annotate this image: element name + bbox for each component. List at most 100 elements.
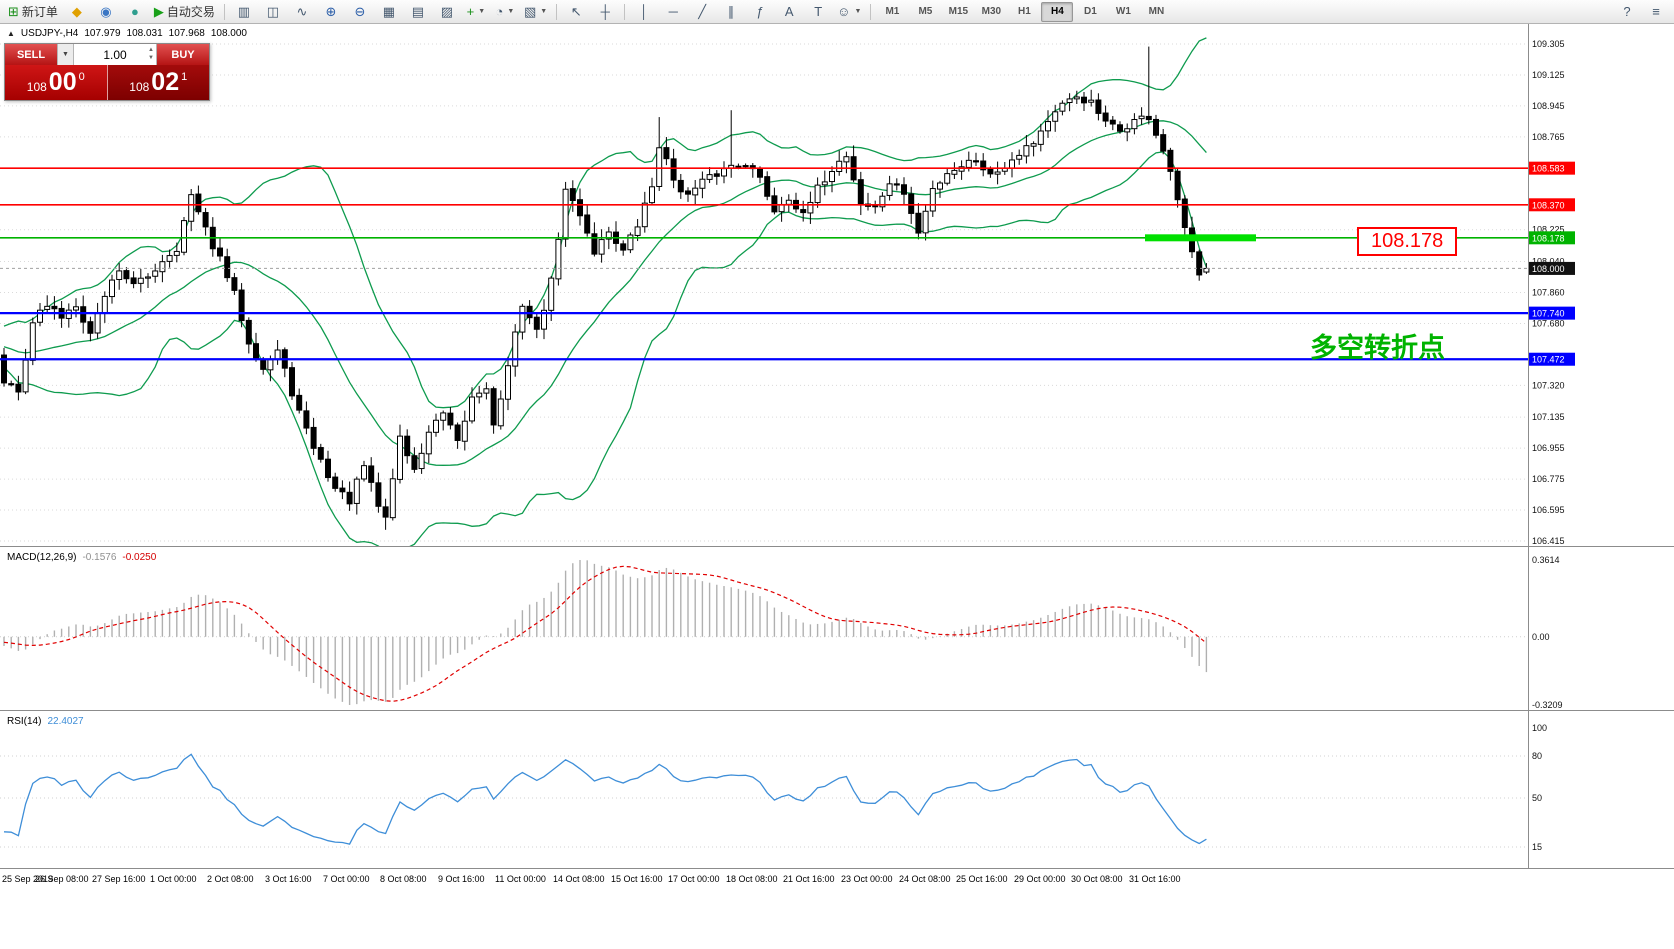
autotrading-icon: ▶: [153, 4, 164, 19]
candle: [44, 305, 51, 310]
candle: [310, 426, 317, 449]
channel-button[interactable]: ∥: [717, 1, 745, 23]
tf-h1-button[interactable]: H1: [1008, 2, 1040, 22]
buy-price-big: 02: [151, 68, 180, 96]
new-order-button[interactable]: ⊞ 新订单: [4, 1, 62, 23]
tf-mn-button-label: MN: [1148, 6, 1165, 17]
spin-down-icon[interactable]: ▼: [148, 55, 154, 61]
candle: [73, 306, 79, 311]
text-label-icon: T: [814, 4, 823, 19]
candle: [497, 398, 504, 427]
zoom-in-icon: ⊕: [325, 4, 337, 19]
panel-separator[interactable]: [0, 546, 1674, 547]
candle: [627, 234, 634, 251]
tf-m30-button[interactable]: M30: [975, 2, 1007, 22]
trade-level-highlight[interactable]: [1145, 234, 1256, 242]
candle: [1138, 115, 1145, 120]
data-window-button[interactable]: ●: [121, 1, 149, 23]
help-button[interactable]: ?: [1613, 1, 1641, 23]
trendline-button[interactable]: ╱: [688, 1, 716, 23]
time-axis-label: 9 Oct 16:00: [438, 874, 485, 884]
candle: [231, 277, 238, 291]
tf-m15-button[interactable]: M15: [942, 2, 974, 22]
volume-spinner[interactable]: ▲ ▼: [148, 46, 154, 62]
tf-m1-button[interactable]: M1: [876, 2, 908, 22]
chevron-down-icon: ▼: [854, 8, 862, 15]
rsi-axis-tick: 50: [1532, 793, 1542, 803]
rsi-axis-tick: 80: [1532, 751, 1542, 761]
buy-button[interactable]: BUY: [157, 44, 209, 65]
main-chart[interactable]: 109.305 109.125 108.945 108.765 108.225 108.0…: [0, 24, 1674, 547]
tf-w1-button[interactable]: W1: [1107, 2, 1139, 22]
horizontal-line-button[interactable]: ─: [659, 1, 687, 23]
macd-main-value: -0.1576: [82, 552, 117, 563]
fibonacci-button[interactable]: ƒ: [746, 1, 774, 23]
candle: [1045, 121, 1051, 132]
cursor-button[interactable]: ↖: [562, 1, 590, 23]
candle: [267, 359, 274, 371]
spin-up-icon[interactable]: ▲: [148, 47, 154, 53]
templates-button[interactable]: ▧ ▼: [520, 1, 551, 23]
ohlc-high: 108.031: [126, 28, 163, 39]
volume-value: 1.00: [103, 47, 127, 62]
arrows-button[interactable]: ☺ ▼: [833, 1, 865, 23]
tf-d1-button[interactable]: D1: [1074, 2, 1106, 22]
price-tick: 108.225: [1532, 225, 1565, 235]
price-tag-label: 108.000: [1532, 264, 1565, 274]
toolbars-menu-button[interactable]: ≡: [1642, 1, 1670, 23]
candle: [145, 276, 151, 279]
tf-m5-button[interactable]: M5: [909, 2, 941, 22]
volume-input[interactable]: 1.00 ▲ ▼: [74, 44, 157, 65]
rsi-panel[interactable]: 100 80 50 15: [0, 711, 1674, 868]
zoom-in-button[interactable]: ⊕: [317, 1, 345, 23]
candle: [685, 190, 691, 195]
time-axis-label: 30 Oct 08:00: [1071, 874, 1123, 884]
candle: [123, 270, 130, 280]
tile-windows-button[interactable]: ▦: [375, 1, 403, 23]
buy-price-panel[interactable]: 108 02 1: [106, 65, 209, 100]
sell-button[interactable]: SELL: [5, 44, 57, 65]
tf-h4-button[interactable]: H4: [1041, 1, 1074, 22]
candle: [325, 458, 331, 479]
time-axis-label: 18 Oct 08:00: [726, 874, 778, 884]
candle: [260, 358, 267, 370]
periods-button[interactable]: ◔ ▼: [491, 1, 519, 23]
price-tick: 106.415: [1532, 536, 1565, 546]
candle: [1052, 111, 1059, 122]
candle: [569, 188, 576, 201]
time-axis-label: 2 Oct 08:00: [207, 874, 254, 884]
autotrading-button[interactable]: ▶ 自动交易: [150, 1, 219, 23]
cascade-windows-button[interactable]: ▤: [404, 1, 432, 23]
text-button[interactable]: A: [775, 1, 803, 23]
mql5-community-button[interactable]: ◉: [92, 1, 120, 23]
macd-panel[interactable]: 0.3614 0.00 -0.3209: [0, 547, 1674, 711]
candle: [757, 167, 763, 178]
crosshair-icon: ┼: [600, 4, 610, 19]
chevron-down-icon: ▼: [62, 51, 69, 58]
candle: [51, 305, 58, 310]
panel-separator[interactable]: [0, 710, 1674, 711]
help-icon: ?: [1623, 4, 1631, 19]
volume-dropdown[interactable]: ▼: [57, 44, 74, 65]
crosshair-button[interactable]: ┼: [591, 1, 619, 23]
candle: [929, 188, 936, 212]
price-level-callout: 108.178: [1357, 227, 1458, 256]
text-label-button[interactable]: T: [804, 1, 832, 23]
metaeditor-button[interactable]: ◆: [63, 1, 91, 23]
candle: [181, 220, 187, 253]
zoom-out-button[interactable]: ⊖: [346, 1, 374, 23]
indicators-button[interactable]: + ▼: [462, 1, 490, 23]
arrange-windows-button[interactable]: ▨: [433, 1, 461, 23]
sell-price-panel[interactable]: 108 00 0: [5, 65, 107, 100]
vertical-line-button[interactable]: │: [630, 1, 658, 23]
bars-chart-button[interactable]: ▥: [230, 1, 258, 23]
candlestick-chart-button[interactable]: ◫: [259, 1, 287, 23]
line-chart-button[interactable]: ∿: [288, 1, 316, 23]
candle: [173, 250, 180, 256]
buy-price-prefix: 108: [129, 79, 150, 94]
candle: [1160, 134, 1167, 152]
tf-mn-button[interactable]: MN: [1140, 2, 1172, 22]
candle: [1059, 102, 1066, 112]
candle: [742, 165, 749, 168]
chevron-down-icon: ▼: [478, 8, 486, 15]
